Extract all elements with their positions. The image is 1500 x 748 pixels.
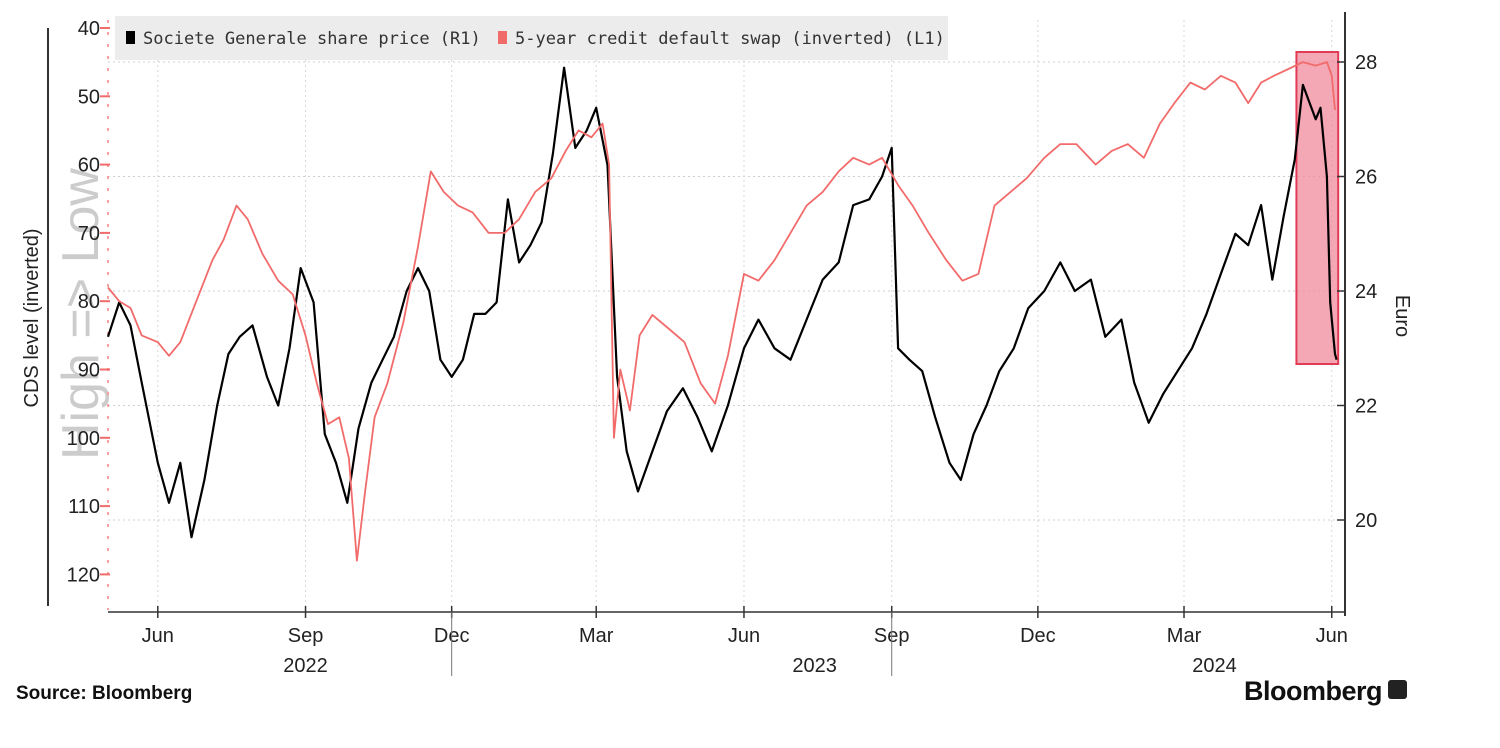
brand-text: Bloomberg: [1244, 676, 1383, 706]
legend-label-cds: 5-year credit default swap (inverted) (L…: [515, 29, 945, 49]
source-note: Source: Bloomberg: [16, 683, 193, 704]
y-left-tick-label: 90: [78, 360, 100, 382]
y-left-tick-label: 50: [78, 86, 100, 108]
watermark-text: High => Low: [52, 168, 110, 460]
y-left-tick-label: 40: [78, 18, 100, 40]
x-year-label: 2022: [283, 655, 328, 677]
y-left-tick-label: 80: [78, 291, 100, 313]
x-tick-label: Sep: [288, 625, 324, 647]
y-right-tick-label: 26: [1355, 167, 1377, 189]
x-tick-label: Mar: [579, 625, 614, 647]
y-left-tick-label: 70: [78, 223, 100, 245]
y-right-tick-label: 20: [1355, 510, 1377, 532]
x-tick-label: Jun: [142, 625, 174, 647]
legend-swatch-share-price: [126, 31, 135, 44]
legend: Societe Generale share price (R1) 5-year…: [115, 16, 948, 60]
x-year-label: 2024: [1192, 655, 1237, 677]
x-tick-label: Jun: [1316, 625, 1348, 647]
y-left-tick-label: 60: [78, 155, 100, 177]
legend-swatch-cds: [498, 31, 507, 44]
y-left-tick-label: 110: [68, 496, 100, 518]
y-right-tick-label: 28: [1355, 52, 1377, 74]
y-left-tick-label: 100: [67, 428, 100, 450]
y-right-tick-label: 24: [1355, 281, 1377, 303]
series-lines: [106, 61, 1338, 562]
bloomberg-logo: Bloomberg: [1244, 676, 1408, 707]
legend-background: [115, 16, 948, 60]
x-tick-label: Mar: [1167, 625, 1202, 647]
y-axis-right-label: Euro: [1391, 295, 1413, 337]
x-year-label: 2023: [792, 655, 837, 677]
y-left-tick-label: 120: [67, 564, 100, 586]
y-axis-left-label: CDS level (inverted): [21, 229, 43, 408]
series-line-share-price: [106, 66, 1338, 539]
y-right-tick-label: 22: [1355, 396, 1377, 418]
bloomberg-mark-icon: [1388, 680, 1408, 700]
series-line-cds: [107, 61, 1336, 562]
x-tick-label: Jun: [728, 625, 760, 647]
legend-label-share-price: Societe Generale share price (R1): [143, 29, 481, 49]
x-tick-label: Dec: [1020, 625, 1056, 647]
